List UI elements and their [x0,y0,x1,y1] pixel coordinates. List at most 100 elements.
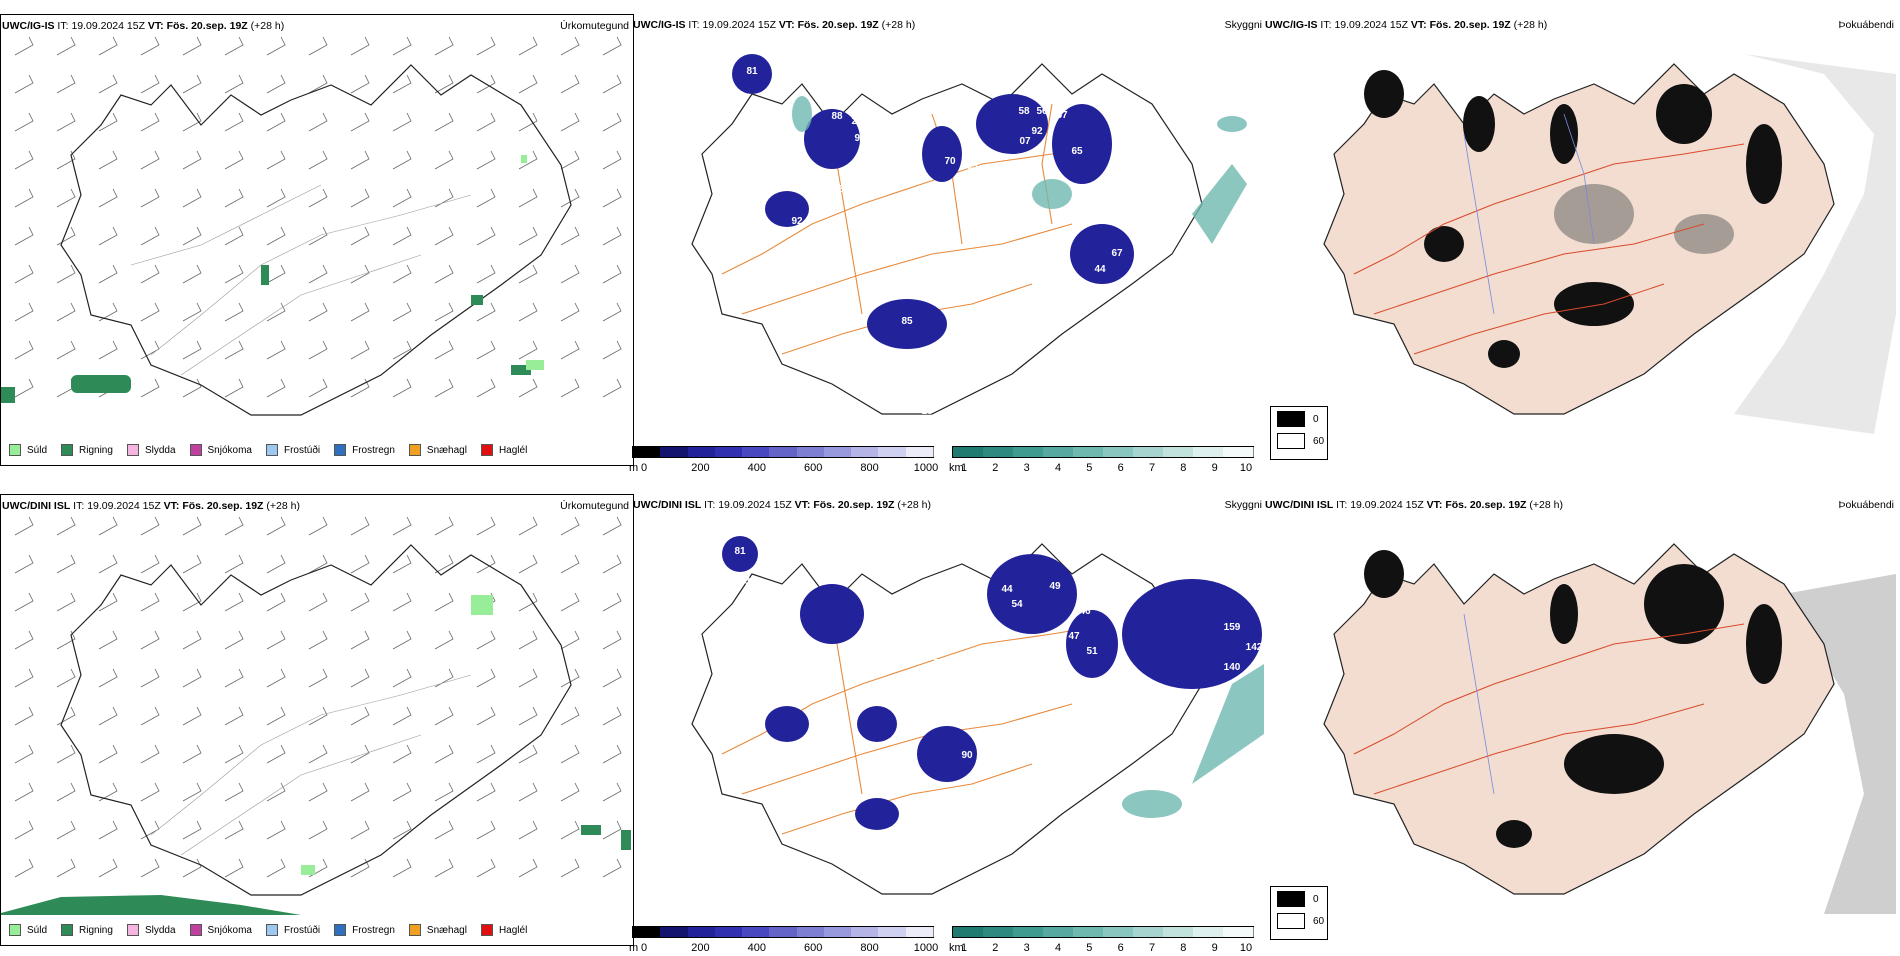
wind-barb [182,74,202,94]
wind-barb [14,150,34,170]
wind-barb [98,302,118,322]
cloudbase-panel-top: UWC/IG-IS IT: 19.09.2024 15Z VT: Fös. 20… [629,14,1262,476]
wind-barb [392,150,412,170]
wind-barb [140,858,160,878]
legend-swatch [480,924,493,936]
wind-barb [56,74,76,94]
wind-barb [602,554,622,574]
fog-panel-bottom: UWC/DINI ISL IT: 19.09.2024 15Z VT: Fös.… [1264,494,1896,956]
wind-barb [182,592,202,612]
wind-barb [266,112,286,132]
wind-barb [98,668,118,688]
cloudbase-value-label: 65 [896,821,908,832]
cloudbase-colorbar-top: m 0 200 400 600 800 1000 [629,446,942,474]
wind-barb [476,858,496,878]
wind-barb [476,302,496,322]
wind-barb [392,226,412,246]
wind-barb [518,592,538,612]
precip-header-bottom: UWC/DINI ISL IT: 19.09.2024 15Z VT: Fös.… [2,500,300,512]
cloudbase-colorbar-bottom: m 0 200 400 600 800 1000 [629,926,942,954]
wind-barb [350,302,370,322]
wind-barb [266,36,286,56]
colorbar-tick-label: 600 [804,942,823,954]
wind-barb [392,782,412,802]
colorbar-segment [983,927,1014,937]
wind-barb [560,554,580,574]
colorbar-tick-label: 400 [747,462,766,474]
wind-barb [98,150,118,170]
iceland-map-cloud-top: 81 88 92 60 86 85 62 13 58 57 07 65 40 67 44 70 05 56 92 27… [691,54,1247,417]
wind-barb [140,112,160,132]
precip-legend-item: Rigning [61,924,113,936]
colorbar-segment [1073,447,1104,457]
wind-barb [350,592,370,612]
wind-barb [56,592,76,612]
wind-barb [308,744,328,764]
wind-barb [224,630,244,650]
wind-barb [98,782,118,802]
wind-barb [350,264,370,284]
wind-barb [224,706,244,726]
wind-barb [224,112,244,132]
wind-barb [518,820,538,840]
wind-barb [308,188,328,208]
wind-barb [140,74,160,94]
wind-barb [140,226,160,246]
wind-barb [308,226,328,246]
colorbar-segment [796,447,825,457]
wind-barb [392,378,412,398]
wind-barb [560,782,580,802]
wind-barb [350,226,370,246]
legend-label: Haglél [498,444,528,456]
wind-barb [224,74,244,94]
colorbar-tick-label: 200 [691,462,710,474]
legend-swatch [189,444,202,456]
wind-barb [560,264,580,284]
colorbar-tick-label: 1000 [913,942,939,954]
wind-barb [518,630,538,650]
legend-swatch [61,924,74,936]
legend-label: Rigning [79,924,113,936]
colorbar-segment [660,447,689,457]
wind-barb [602,516,622,536]
wind-barb [56,668,76,688]
wind-barb [434,36,454,56]
wind-barb [14,74,34,94]
legend-label: Slydda [144,444,176,456]
wind-barb [182,150,202,170]
iceland-map-precip-top [1,36,622,416]
colorbar-tick-label: 8 [1180,942,1187,954]
model-name: UWC/IG-IS [2,20,55,32]
wind-barb [434,744,454,764]
colorbar-segment [823,927,853,937]
cloudbase-value-label: 70 [944,156,956,167]
colorbar-segment [1223,927,1254,937]
wind-barb [266,554,286,574]
wind-barb [518,150,538,170]
colorbar-segment [742,447,771,457]
wind-barb [224,264,244,284]
wind-barb [350,744,370,764]
legend-label: Frostregn [352,924,395,936]
precip-legend-item: Snjókoma [189,444,252,456]
cloudbase-value-label: 44 [1094,264,1106,275]
colorbar-segment [1103,927,1134,937]
cloudbase-value-label: 140 [1224,662,1241,673]
wind-barb [350,74,370,94]
wind-barb [224,378,244,398]
wind-barb [14,378,34,398]
wind-barb [224,554,244,574]
wind-barb [308,74,328,94]
wind-barb [518,226,538,246]
wind-barb [476,668,496,688]
cloudbase-value-label: 13 [921,406,933,417]
precip-panel-bottom: UWC/DINI ISL IT: 19.09.2024 15Z VT: Fös.… [0,494,634,946]
wind-barb [224,858,244,878]
wind-barb [98,340,118,360]
wind-barb [224,150,244,170]
wind-barb [434,340,454,360]
wind-barb [560,340,580,360]
wind-barb [308,592,328,612]
colorbar-segment [1193,447,1224,457]
colorbar-segment [905,927,934,937]
